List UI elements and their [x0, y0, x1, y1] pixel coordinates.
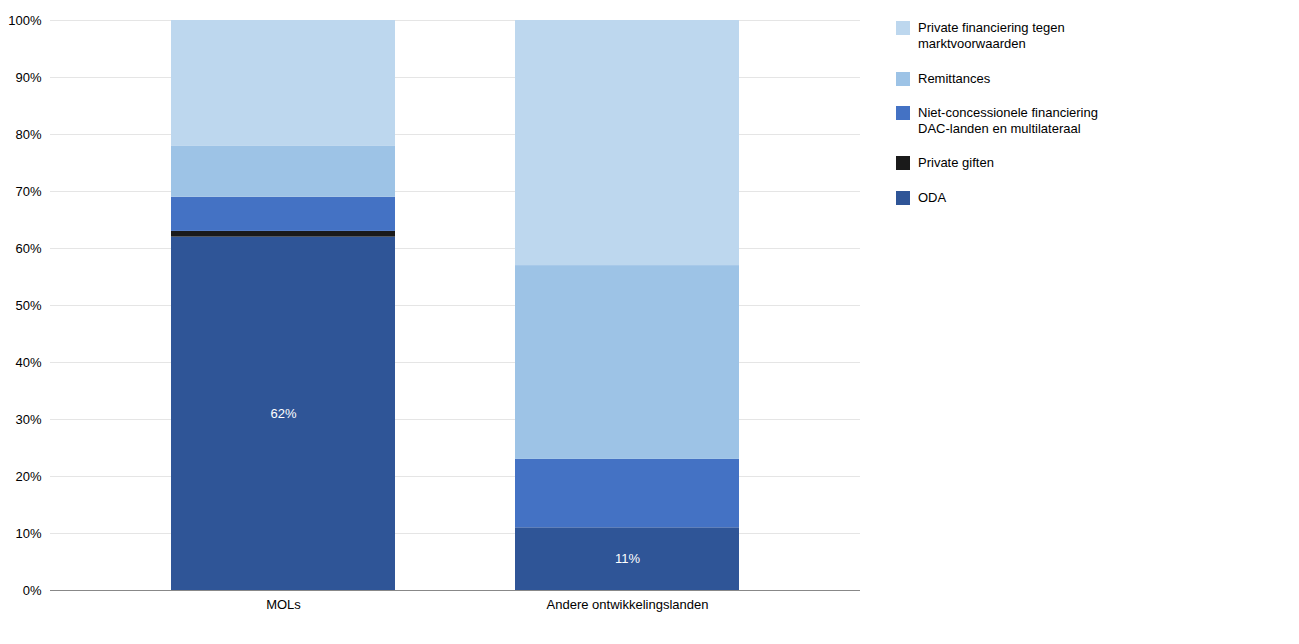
svg-text:60%: 60% — [15, 241, 41, 256]
html-text:Private financiering tegen mar: Private financiering tegen marktvoorwaar… — [918, 20, 1065, 52]
svg-text:70%: 70% — [15, 184, 41, 199]
html-text:Remittances: Remittances — [918, 70, 991, 86]
svg-text:40%: 40% — [15, 355, 41, 370]
html-text:Private giften: Private giften — [918, 155, 994, 171]
svg-text:11%: 11% — [615, 551, 640, 566]
svg-text:10%: 10% — [15, 526, 41, 541]
html-text:Niet-concessionele financierin: Niet-concessionele financiering DAC-land… — [918, 104, 1098, 136]
svg-text:62%: 62% — [270, 406, 296, 421]
svg-text:90%: 90% — [15, 70, 41, 85]
svg-text:100%: 100% — [8, 13, 42, 28]
svg-text:0%: 0% — [23, 583, 42, 598]
html-text:ODA: ODA — [918, 189, 947, 205]
svg-text:Andere ontwikkelingslanden: Andere ontwikkelingslanden — [547, 597, 709, 612]
svg-text:20%: 20% — [15, 469, 41, 484]
svg-text:MOLs: MOLs — [266, 597, 301, 612]
svg-text:50%: 50% — [15, 298, 41, 313]
svg-text:80%: 80% — [15, 127, 41, 142]
svg-text:30%: 30% — [15, 412, 41, 427]
